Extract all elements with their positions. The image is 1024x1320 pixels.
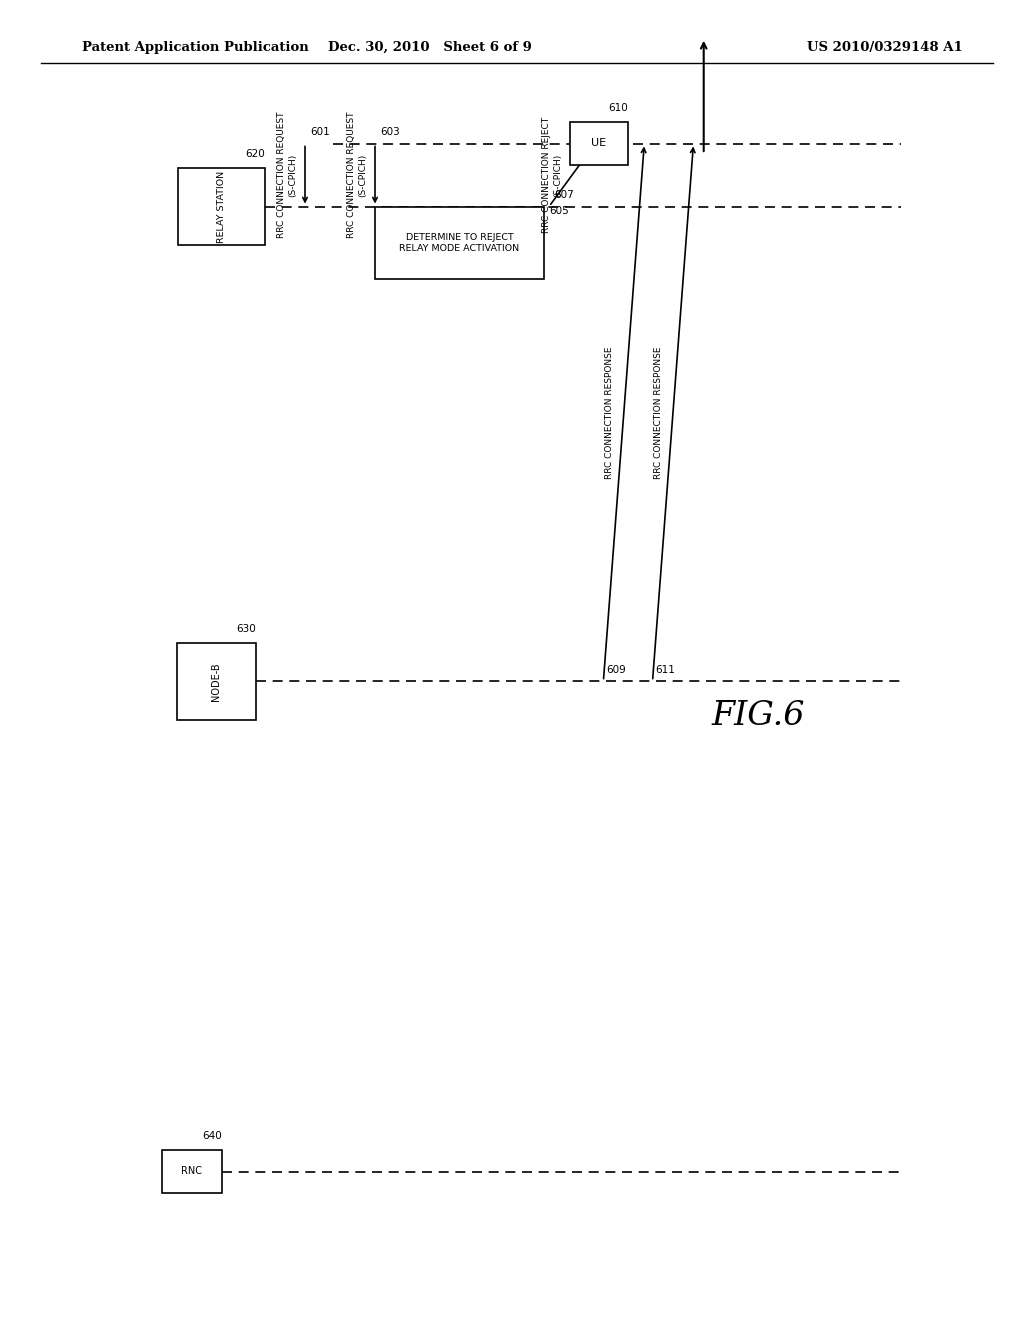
Bar bbox=[177, 643, 256, 719]
Text: DETERMINE TO REJECT
RELAY MODE ACTIVATION: DETERMINE TO REJECT RELAY MODE ACTIVATIO… bbox=[399, 234, 519, 252]
Text: RRC CONNECTION RESPONSE: RRC CONNECTION RESPONSE bbox=[604, 346, 613, 479]
Text: 630: 630 bbox=[237, 624, 256, 634]
Text: FIG.6: FIG.6 bbox=[711, 700, 805, 731]
Text: US 2010/0329148 A1: US 2010/0329148 A1 bbox=[807, 41, 963, 54]
Text: 605: 605 bbox=[549, 206, 568, 216]
Text: RRC CONNECTION RESPONSE: RRC CONNECTION RESPONSE bbox=[653, 346, 663, 479]
Text: 610: 610 bbox=[608, 103, 628, 112]
Text: NODE-B: NODE-B bbox=[212, 663, 221, 701]
Text: 607: 607 bbox=[554, 190, 573, 199]
Text: RNC: RNC bbox=[181, 1167, 203, 1176]
Text: 640: 640 bbox=[203, 1131, 222, 1140]
Bar bbox=[178, 168, 265, 246]
Bar bbox=[162, 1150, 222, 1193]
Text: 611: 611 bbox=[655, 665, 676, 675]
Text: Dec. 30, 2010   Sheet 6 of 9: Dec. 30, 2010 Sheet 6 of 9 bbox=[328, 41, 532, 54]
Bar bbox=[375, 206, 544, 279]
Text: RELAY STATION: RELAY STATION bbox=[217, 170, 226, 243]
Text: RRC CONNECTION REJECT
(S-CPICH): RRC CONNECTION REJECT (S-CPICH) bbox=[543, 117, 562, 234]
Text: RRC CONNECTION REQUEST
(S-CPICH): RRC CONNECTION REQUEST (S-CPICH) bbox=[278, 112, 297, 238]
Text: 601: 601 bbox=[310, 127, 330, 137]
Text: RRC CONNECTION REQUEST
(S-CPICH): RRC CONNECTION REQUEST (S-CPICH) bbox=[347, 112, 367, 238]
Text: 620: 620 bbox=[246, 149, 265, 158]
Text: Patent Application Publication: Patent Application Publication bbox=[82, 41, 308, 54]
Text: 609: 609 bbox=[606, 665, 626, 675]
Text: UE: UE bbox=[592, 139, 606, 149]
Bar bbox=[570, 121, 628, 165]
Text: 603: 603 bbox=[380, 127, 399, 137]
